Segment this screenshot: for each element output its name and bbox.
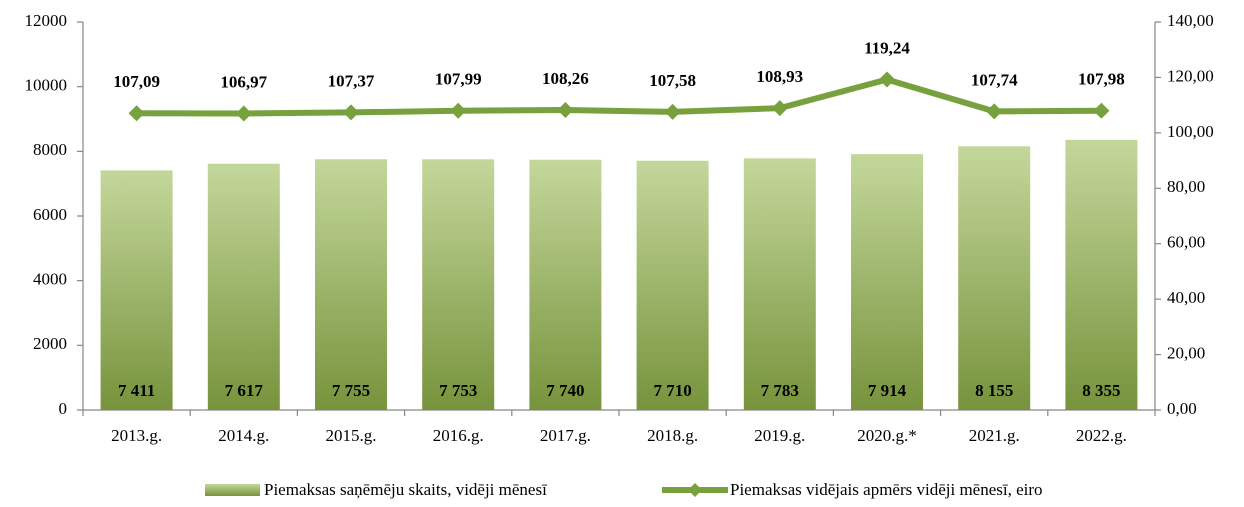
line-marker bbox=[986, 103, 1003, 120]
line-marker bbox=[128, 105, 145, 122]
line-label: 107,09 bbox=[113, 72, 160, 91]
bar bbox=[1065, 139, 1138, 411]
bar-label: 7 914 bbox=[868, 381, 907, 400]
x-tick-label: 2014.g. bbox=[218, 426, 269, 445]
y2-tick-label: 0,00 bbox=[1167, 399, 1197, 418]
bar-label: 7 783 bbox=[761, 381, 799, 400]
bar-label: 7 740 bbox=[546, 381, 584, 400]
y-tick-label: 10000 bbox=[25, 76, 68, 95]
x-tick-label: 2022.g. bbox=[1076, 426, 1127, 445]
x-tick-label: 2020.g.* bbox=[857, 426, 917, 445]
line-marker bbox=[557, 101, 574, 118]
line-marker bbox=[235, 105, 252, 122]
bar-label: 7 755 bbox=[332, 381, 370, 400]
y-tick-label: 2000 bbox=[33, 334, 67, 353]
y2-tick-label: 20,00 bbox=[1167, 343, 1205, 362]
bar-label: 7 411 bbox=[118, 381, 155, 400]
y-tick-label: 4000 bbox=[33, 270, 67, 289]
legend-swatch bbox=[205, 484, 260, 496]
line-label: 107,98 bbox=[1078, 70, 1125, 89]
y-tick-label: 8000 bbox=[33, 140, 67, 159]
line-label: 108,26 bbox=[542, 69, 589, 88]
line-marker bbox=[771, 100, 788, 117]
bar-label: 7 617 bbox=[225, 381, 264, 400]
y2-tick-label: 40,00 bbox=[1167, 288, 1205, 307]
y2-tick-label: 80,00 bbox=[1167, 177, 1205, 196]
line-marker bbox=[1093, 102, 1110, 119]
y-tick-label: 6000 bbox=[33, 205, 67, 224]
line-label: 107,37 bbox=[328, 71, 375, 90]
bar-label: 8 155 bbox=[975, 381, 1013, 400]
bar-label: 7 753 bbox=[439, 381, 477, 400]
x-tick-label: 2017.g. bbox=[540, 426, 591, 445]
y2-tick-label: 120,00 bbox=[1167, 66, 1214, 85]
line-label: 107,74 bbox=[971, 70, 1018, 89]
y2-tick-label: 60,00 bbox=[1167, 233, 1205, 252]
y2-tick-label: 140,00 bbox=[1167, 11, 1214, 30]
x-tick-label: 2016.g. bbox=[433, 426, 484, 445]
line-label: 119,24 bbox=[864, 38, 910, 57]
legend-label: Piemaksas vidējais apmērs vidēji mēnesī,… bbox=[730, 480, 1043, 499]
legend-marker bbox=[688, 483, 702, 497]
x-tick-label: 2021.g. bbox=[969, 426, 1020, 445]
bar bbox=[743, 158, 816, 410]
bar bbox=[851, 154, 923, 410]
bar bbox=[207, 163, 280, 410]
line bbox=[136, 76, 1102, 117]
line-label: 107,99 bbox=[435, 70, 482, 89]
x-tick-label: 2013.g. bbox=[111, 426, 162, 445]
bar bbox=[100, 170, 173, 410]
x-tick-label: 2019.g. bbox=[754, 426, 805, 445]
line-label: 108,93 bbox=[756, 67, 803, 86]
y-tick-label: 12000 bbox=[25, 11, 68, 30]
legend: Piemaksas saņēmēju skaits, vidēji mēnesī… bbox=[205, 480, 1043, 499]
line-marker bbox=[450, 102, 467, 119]
line-label: 106,97 bbox=[220, 72, 267, 91]
bar-label: 7 710 bbox=[653, 381, 691, 400]
bar bbox=[958, 146, 1031, 411]
y-tick-label: 0 bbox=[59, 399, 68, 418]
x-tick-label: 2015.g. bbox=[326, 426, 377, 445]
line-marker bbox=[664, 103, 681, 120]
x-tick-label: 2018.g. bbox=[647, 426, 698, 445]
line-label: 107,58 bbox=[649, 71, 696, 90]
bar bbox=[315, 159, 387, 410]
bar bbox=[529, 159, 602, 410]
bar-label: 8 355 bbox=[1082, 381, 1120, 400]
bar bbox=[422, 159, 495, 410]
bar bbox=[636, 160, 709, 410]
legend-label: Piemaksas saņēmēju skaits, vidēji mēnesī bbox=[264, 480, 547, 499]
y2-tick-label: 100,00 bbox=[1167, 122, 1214, 141]
line-marker bbox=[879, 71, 895, 88]
line-marker bbox=[343, 104, 359, 121]
